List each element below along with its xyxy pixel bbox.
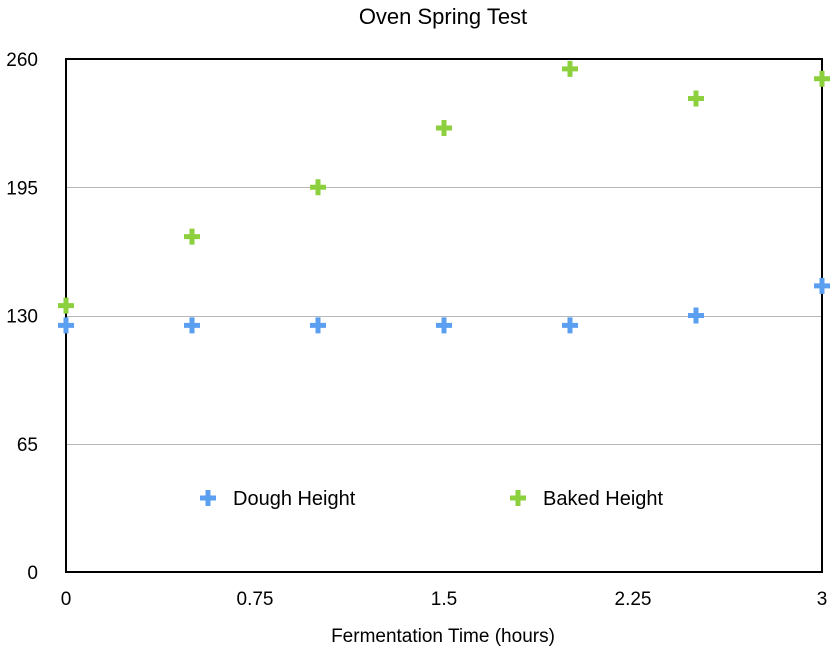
dough-height-point <box>184 317 200 334</box>
legend-item-dough-height: Dough Height <box>200 488 356 510</box>
x-tick-label: 2.25 <box>615 589 652 610</box>
y-tick-label: 65 <box>17 435 38 456</box>
plot-frame <box>65 58 823 573</box>
y-tick-label: 260 <box>6 50 38 71</box>
dough-height-point <box>310 317 326 334</box>
x-tick-label: 0.75 <box>237 589 274 610</box>
legend-label-baked-height: Baked Height <box>543 488 664 510</box>
baked-height-point <box>436 120 452 137</box>
data-points <box>58 60 830 334</box>
dough-height-point <box>436 317 452 334</box>
x-tick-label: 3 <box>817 589 828 610</box>
y-tick-label: 195 <box>6 178 38 199</box>
legend: Dough Height Baked Height <box>200 488 664 510</box>
baked-height-point <box>184 228 200 245</box>
gridlines <box>66 187 822 445</box>
x-tick-label: 0 <box>61 589 72 610</box>
legend-marker-baked-height <box>510 490 526 506</box>
y-axis-tick-labels: 0 65 130 195 260 <box>6 50 38 584</box>
series-baked-height <box>58 60 830 314</box>
x-axis-title: Fermentation Time (hours) <box>331 626 555 647</box>
baked-height-point <box>58 297 74 314</box>
dough-height-point <box>688 307 704 324</box>
legend-marker-dough-height <box>200 490 216 506</box>
baked-height-point <box>814 70 830 87</box>
dough-height-point <box>58 317 74 334</box>
dough-height-point <box>814 277 830 294</box>
y-tick-label: 0 <box>27 563 38 584</box>
x-axis-tick-labels: 0 0.75 1.5 2.25 3 <box>61 589 828 610</box>
legend-label-dough-height: Dough Height <box>233 488 356 510</box>
y-tick-label: 130 <box>6 307 38 328</box>
dough-height-point <box>562 317 578 334</box>
baked-height-point <box>562 60 578 77</box>
baked-height-point <box>688 90 704 107</box>
legend-item-baked-height: Baked Height <box>510 488 664 510</box>
x-tick-label: 1.5 <box>431 589 457 610</box>
chart-title: Oven Spring Test <box>359 4 527 29</box>
series-dough-height <box>58 277 830 334</box>
baked-height-point <box>310 179 326 196</box>
